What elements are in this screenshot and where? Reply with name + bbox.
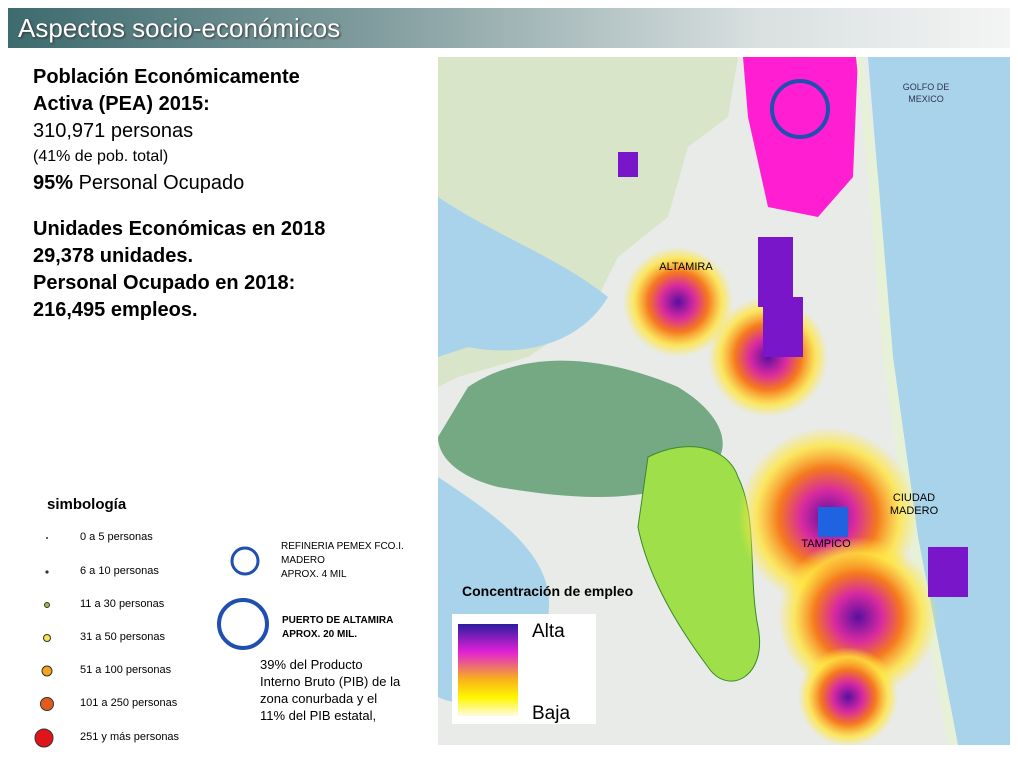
- legend-label: 6 a 10 personas: [80, 565, 159, 577]
- map-label: CIUDAD: [893, 492, 935, 504]
- heat-scale-label: Baja: [532, 703, 570, 724]
- stat-text: 310,971 personas: [33, 120, 194, 142]
- legend-dots: [34, 537, 54, 748]
- heat-scale-bar: [458, 624, 518, 716]
- map-label: TAMPICO: [801, 538, 851, 550]
- stat-text: 29,378 unidades.: [33, 245, 194, 267]
- port-circle: [770, 79, 830, 139]
- legend-label: MADERO: [281, 555, 325, 566]
- park: [637, 446, 760, 682]
- legend-label: APROX. 20 MIL.: [282, 629, 358, 640]
- gulf: [868, 57, 1010, 745]
- note-text: Interno Bruto (PIB) de la: [260, 674, 401, 689]
- legend-dot: [44, 602, 50, 608]
- legend-label: 101 a 250 personas: [80, 697, 178, 709]
- industrial-zone: [618, 152, 638, 177]
- industrial-zone: [928, 547, 968, 597]
- stat-text: Activa (PEA) 2015:: [33, 93, 210, 115]
- legend-title: simbología: [47, 496, 127, 513]
- industrial-zone: [758, 237, 793, 307]
- legend-label: REFINERIA PEMEX FCO.I.: [281, 541, 404, 552]
- heat-scale-label: Alta: [532, 621, 565, 642]
- industrial-zone: [818, 507, 848, 537]
- title: Aspectos socio-económicos: [18, 13, 341, 43]
- note-text: 11% del PIB estatal,: [260, 708, 377, 723]
- legend-label: 251 y más personas: [80, 731, 180, 743]
- map-label: GOLFO DE: [903, 82, 950, 92]
- industrial-zone: [763, 297, 803, 357]
- legend-circle: [217, 598, 269, 650]
- note-text: 39% del Producto: [260, 657, 363, 672]
- map-label: MEXICO: [908, 94, 944, 104]
- map: GOLFO DE MEXICO ALTAMIRA CIUDAD MADERO T…: [438, 57, 1010, 745]
- stat-text: Unidades Económicas en 2018: [33, 218, 326, 240]
- legend-label: APROX. 4 MIL: [281, 569, 347, 580]
- legend-circle: [230, 546, 260, 576]
- heat-scale-title: Concentración de empleo: [462, 583, 633, 599]
- legend-dot: [43, 634, 51, 642]
- legend-label: 0 a 5 personas: [80, 531, 153, 543]
- legend-label: 11 a 30 personas: [80, 598, 165, 610]
- title-bar: Aspectos socio-económicos: [8, 8, 1010, 48]
- legend-dot: [34, 728, 54, 748]
- legend-dot: [40, 697, 54, 711]
- legend-circles: [217, 546, 269, 650]
- map-label: ALTAMIRA: [659, 261, 713, 273]
- legend-label: 51 a 100 personas: [80, 664, 172, 676]
- stat-text: Personal Ocupado: [78, 172, 245, 194]
- legend-dot: [46, 537, 48, 539]
- legend-dot: [41, 665, 53, 677]
- heat-spot: [623, 247, 733, 357]
- stat-text: (41% de pob. total): [33, 148, 169, 165]
- stat-text: 95% Personal Ocupado: [33, 172, 244, 195]
- lagoon: [438, 197, 608, 357]
- stat-text: Personal Ocupado en 2018:: [33, 272, 296, 294]
- legend-label: 31 a 50 personas: [80, 631, 166, 643]
- legend-dot: [45, 570, 49, 574]
- stat-text: Población Económicamente: [33, 66, 300, 88]
- stat-text: 216,495 empleos.: [33, 299, 198, 321]
- beach: [856, 57, 958, 745]
- map-label: MADERO: [890, 505, 939, 517]
- heat-spot: [798, 647, 898, 745]
- stat-bold: 95%: [33, 172, 74, 194]
- note-text: zona conurbada y el: [260, 691, 378, 706]
- legend-label: PUERTO DE ALTAMIRA: [282, 615, 394, 626]
